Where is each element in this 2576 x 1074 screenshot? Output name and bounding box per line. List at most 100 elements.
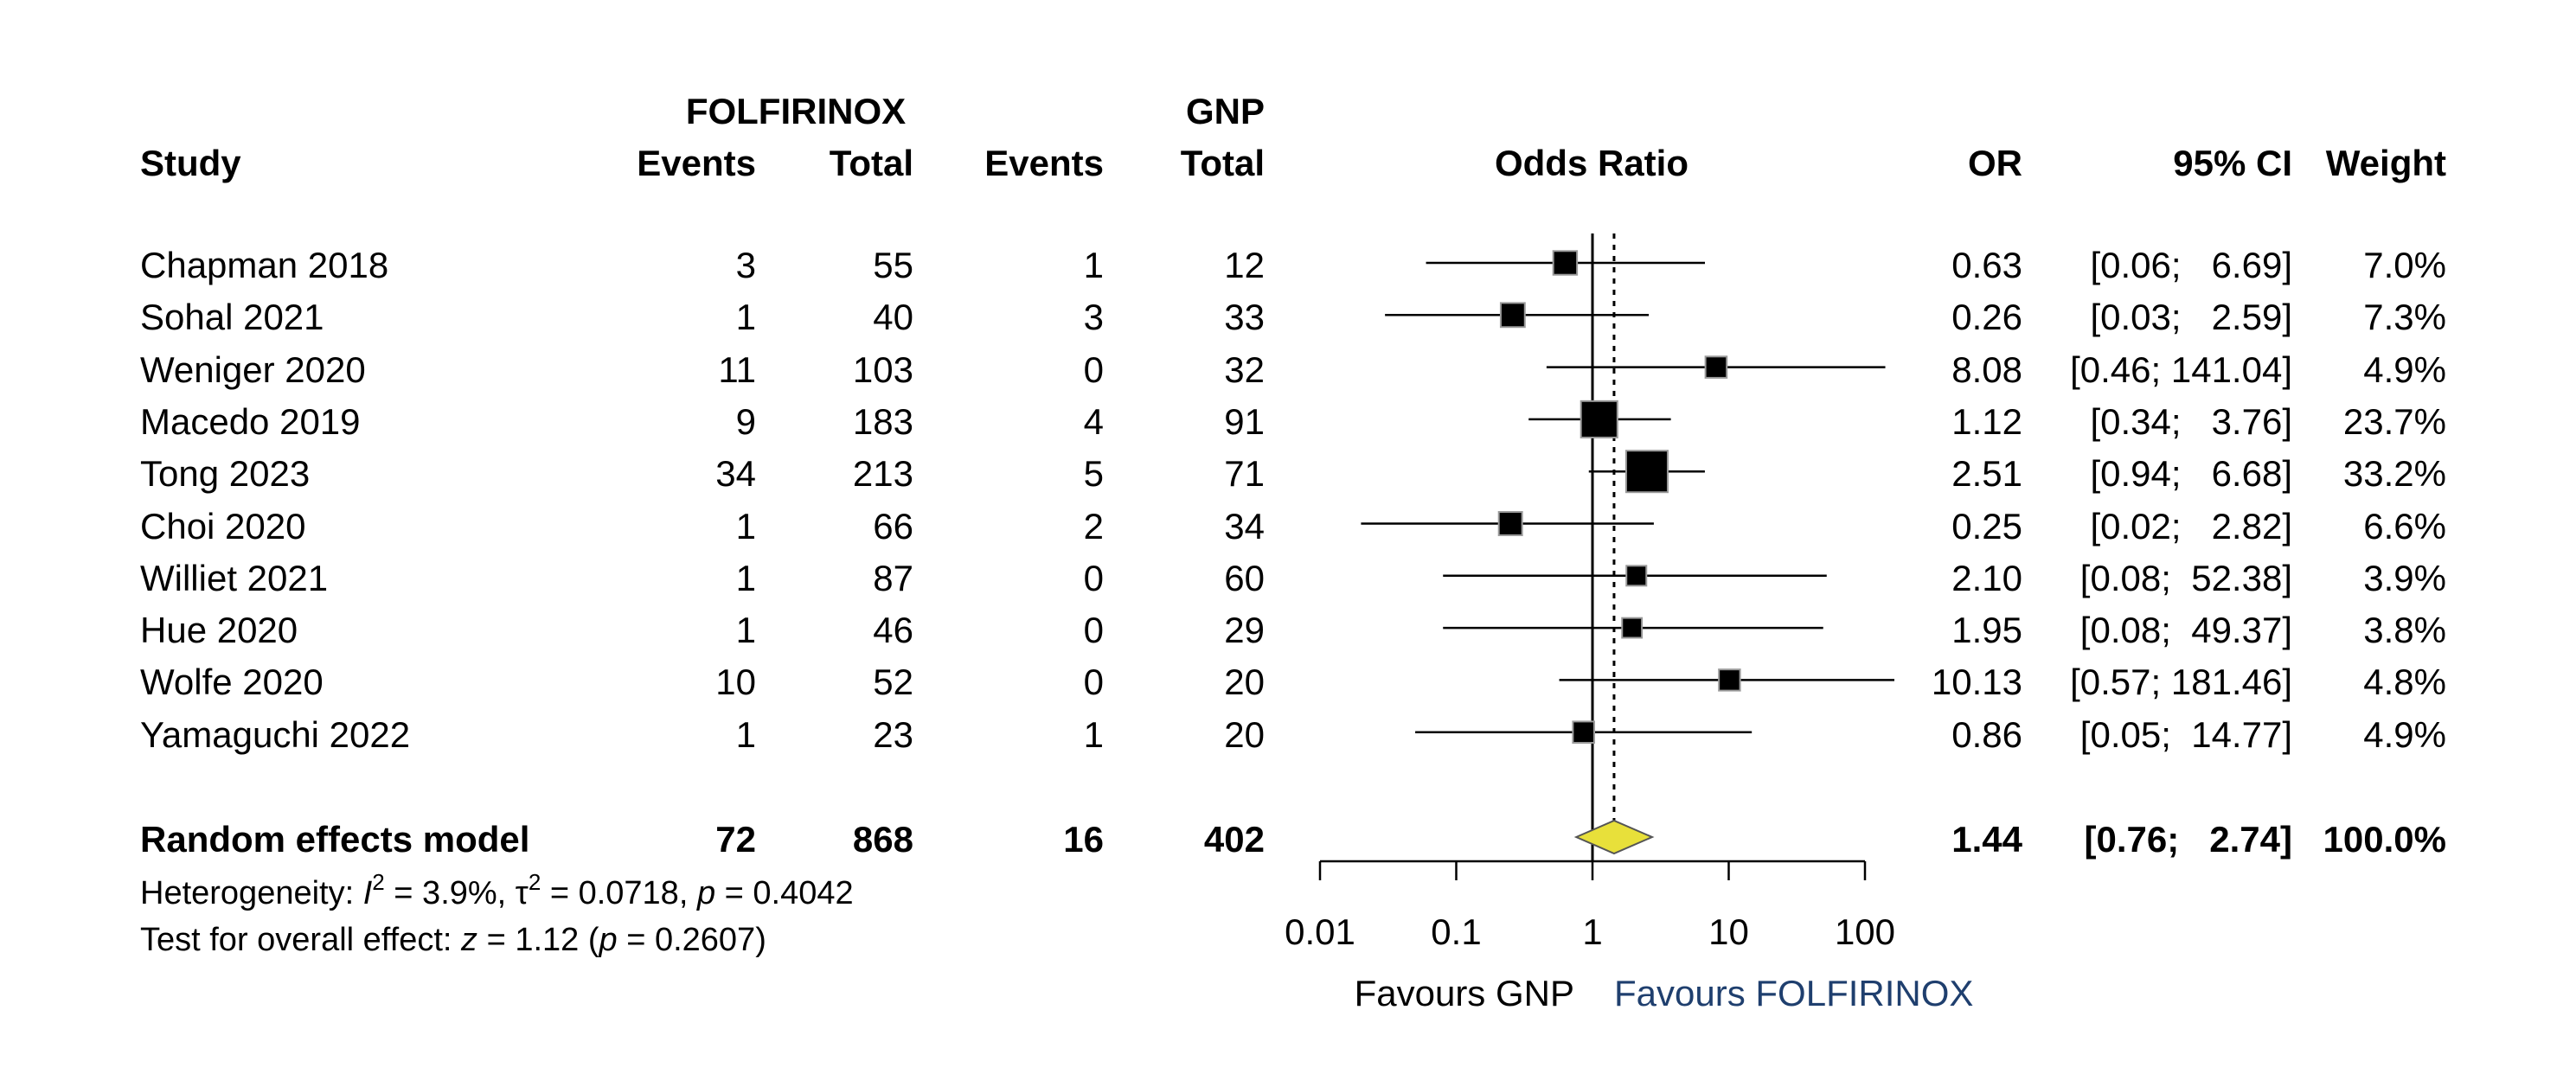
or-value: 0.26 — [1951, 297, 2022, 338]
total-1: 87 — [873, 557, 913, 598]
weight-value: 3.9% — [2363, 557, 2446, 598]
or-value: 2.10 — [1951, 557, 2022, 598]
events-1: 11 — [718, 348, 756, 390]
study-square — [1499, 302, 1526, 329]
study-square — [1704, 355, 1728, 379]
ci-value: [0.03; 2.59] — [2090, 297, 2292, 338]
header-weight: Weight — [2325, 143, 2446, 183]
header-odds-ratio: Odds Ratio — [1494, 143, 1688, 183]
study-name: Weniger 2020 — [140, 348, 366, 390]
total-2: 60 — [1224, 557, 1265, 598]
header-group2: GNP — [1185, 91, 1265, 131]
ci-value: [0.05; 14.77] — [2079, 713, 2292, 755]
study-square — [1580, 400, 1618, 438]
ci-value: [0.02; 2.82] — [2090, 505, 2292, 547]
events-2: 3 — [1083, 297, 1104, 338]
heterogeneity-text: Heterogeneity: I2 = 3.9%, τ2 = 0.0718, p… — [140, 869, 854, 911]
weight-value: 4.9% — [2363, 348, 2446, 390]
p-value: = 0.4042 — [715, 875, 854, 911]
study-name: Wolfe 2020 — [140, 662, 324, 703]
total-2: 91 — [1224, 400, 1265, 442]
weight-value: 4.8% — [2363, 662, 2446, 703]
summary-weight: 100.0% — [2323, 819, 2446, 860]
ci-value: [0.08; 52.38] — [2079, 557, 2292, 598]
header-events-1: Events — [637, 143, 756, 183]
or-value: 10.13 — [1931, 662, 2022, 703]
i2-symbol: I — [362, 875, 373, 911]
total-1: 23 — [873, 713, 913, 755]
i2-value: = 3.9%, — [384, 875, 516, 911]
events-1: 9 — [735, 400, 756, 442]
total-1: 40 — [873, 297, 913, 338]
total-2: 32 — [1224, 348, 1265, 390]
weight-value: 7.3% — [2363, 297, 2446, 338]
x-tick-label: 0.1 — [1431, 911, 1481, 952]
weight-value: 4.9% — [2363, 713, 2446, 755]
study-name: Yamaguchi 2022 — [140, 713, 411, 755]
x-tick-label: 100 — [1835, 911, 1895, 952]
weight-value: 3.8% — [2363, 610, 2446, 651]
events-1: 10 — [715, 662, 756, 703]
header-ci: 95% CI — [2173, 143, 2292, 183]
ci-value: [0.46; 141.04] — [2070, 348, 2292, 390]
events-2: 4 — [1083, 400, 1104, 442]
total-2: 34 — [1224, 505, 1265, 547]
events-2: 1 — [1083, 245, 1104, 285]
events-1: 1 — [735, 297, 756, 338]
or-value: 0.63 — [1951, 245, 2022, 285]
heterogeneity-prefix: Heterogeneity: — [140, 875, 363, 911]
tau-value: = 0.0718, — [541, 875, 697, 911]
overall-prefix: Test for overall effect: — [140, 922, 462, 958]
study-square — [1552, 250, 1579, 276]
total-1: 66 — [873, 505, 913, 547]
events-2: 1 — [1083, 713, 1104, 755]
header-or: OR — [1968, 143, 2022, 183]
events-1: 1 — [735, 557, 756, 598]
tau-symbol: τ — [515, 875, 529, 911]
header-study: Study — [140, 143, 241, 183]
events-2: 2 — [1083, 505, 1104, 547]
study-name: Chapman 2018 — [140, 245, 389, 285]
total-2: 12 — [1224, 245, 1265, 285]
summary-total-1: 868 — [852, 819, 913, 860]
or-value: 1.95 — [1951, 610, 2022, 651]
weight-value: 23.7% — [2342, 400, 2446, 442]
events-2: 0 — [1083, 557, 1104, 598]
events-2: 0 — [1083, 662, 1104, 703]
ci-value: [0.08; 49.37] — [2079, 610, 2292, 651]
overall-effect-text: Test for overall effect: z = 1.12 (p = 0… — [140, 924, 766, 956]
ci-value: [0.94; 6.68] — [2090, 453, 2292, 495]
x-tick-label: 0.01 — [1285, 911, 1355, 952]
header-events-2: Events — [984, 143, 1104, 183]
study-square — [1625, 565, 1648, 587]
or-value: 0.25 — [1951, 505, 2022, 547]
or-value: 0.86 — [1951, 713, 2022, 755]
events-1: 1 — [735, 610, 756, 651]
study-square — [1497, 511, 1523, 536]
study-square — [1621, 617, 1644, 639]
study-square — [1572, 720, 1595, 745]
events-2: 0 — [1083, 348, 1104, 390]
weight-value: 6.6% — [2363, 505, 2446, 547]
overall-p-value: = 0.2607) — [617, 922, 766, 958]
summary-diamond — [1573, 819, 1655, 855]
summary-events-2: 16 — [1063, 819, 1104, 860]
study-name: Williet 2021 — [140, 557, 329, 598]
total-1: 183 — [852, 400, 913, 442]
or-value: 1.12 — [1951, 400, 2022, 442]
x-tick-label: 10 — [1708, 911, 1749, 952]
study-name: Sohal 2021 — [140, 297, 324, 338]
total-1: 103 — [852, 348, 913, 390]
p-symbol: p — [696, 875, 716, 911]
total-2: 33 — [1224, 297, 1265, 338]
study-name: Choi 2020 — [140, 505, 306, 547]
header-total-2: Total — [1180, 143, 1265, 183]
ci-value: [0.06; 6.69] — [2090, 245, 2292, 285]
summary-or: 1.44 — [1951, 819, 2022, 860]
total-2: 20 — [1224, 713, 1265, 755]
total-1: 46 — [873, 610, 913, 651]
study-name: Tong 2023 — [140, 453, 311, 495]
weight-value: 33.2% — [2342, 453, 2446, 495]
study-square — [1718, 668, 1741, 692]
